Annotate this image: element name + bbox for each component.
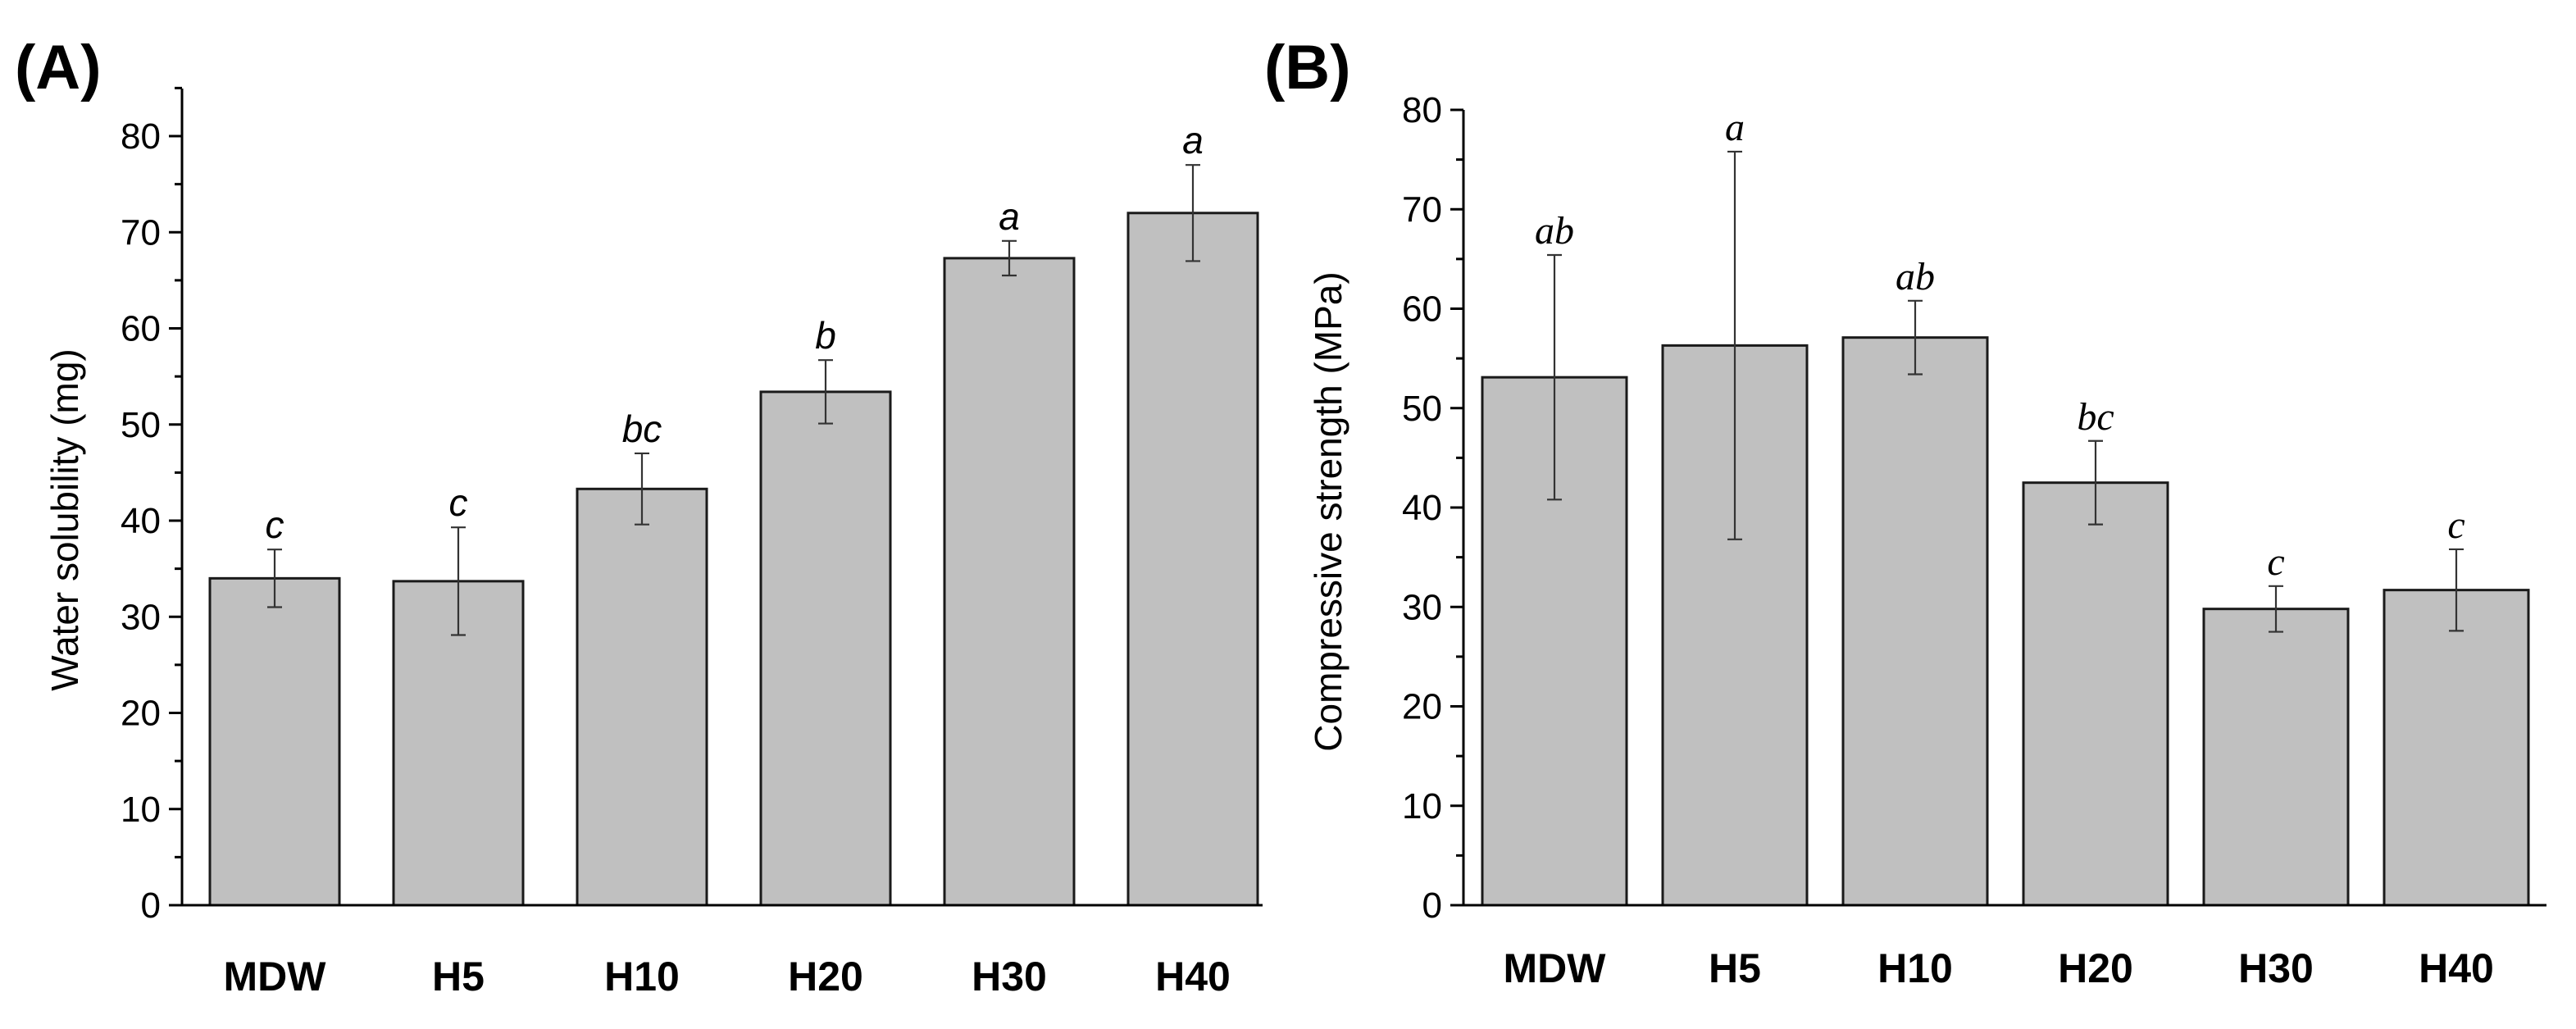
y-axis-ticks-a: 0 10 20 30 40 50 60 70 80 xyxy=(121,86,182,926)
significance-label-b-h40: c xyxy=(2447,503,2464,547)
bar-b-h30 xyxy=(2202,608,2350,907)
significance-label-a-h30: a xyxy=(999,195,1020,238)
bar-b-h10 xyxy=(1841,336,1989,907)
x-tick-label-a-h10: H10 xyxy=(604,954,680,999)
y-tick-label-b-0: 0 xyxy=(1422,886,1442,926)
x-tick-label-b-h20: H20 xyxy=(2058,945,2133,991)
y-axis-title-b: Compressive strength (MPa) xyxy=(1307,271,1349,751)
y-tick-label-a-70: 70 xyxy=(121,212,161,253)
y-tick-label-a-0: 0 xyxy=(141,886,161,926)
x-axis-labels-a: MDW H5 H10 H20 H30 H40 xyxy=(224,954,1231,999)
y-tick-label-a-20: 20 xyxy=(121,694,161,734)
significance-label-a-h10: bc xyxy=(622,408,662,450)
significance-label-a-h20: b xyxy=(815,314,836,357)
chart-panel-b: (B) Compressive strength (MPa) 0 10 20 30 40… xyxy=(1264,33,2546,991)
y-tick-label-b-40: 40 xyxy=(1402,488,1442,528)
x-tick-label-a-h30: H30 xyxy=(972,954,1047,999)
y-tick-label-b-70: 70 xyxy=(1402,189,1442,230)
x-tick-label-b-h30: H30 xyxy=(2238,945,2314,991)
significance-label-b-h30: c xyxy=(2267,540,2284,584)
bar-b-h20 xyxy=(2022,481,2169,907)
error-bars-a xyxy=(267,164,1200,636)
bar-a-h30 xyxy=(943,257,1076,907)
y-tick-label-a-50: 50 xyxy=(121,405,161,445)
x-axis-labels-b: MDW H5 H10 H20 H30 H40 xyxy=(1504,945,2494,991)
significance-label-a-mdw: c xyxy=(266,503,284,546)
panel-a-label: (A) xyxy=(15,33,102,102)
y-axis-title-a: Water solubility (mg) xyxy=(43,348,86,690)
significance-labels-a: c c bc b a a xyxy=(266,119,1204,546)
bar-a-mdw xyxy=(208,576,341,907)
bar-a-h40 xyxy=(1126,212,1259,907)
significance-label-b-h10: ab xyxy=(1896,255,1935,298)
y-tick-label-b-50: 50 xyxy=(1402,389,1442,429)
significance-label-b-h20: bc xyxy=(2077,395,2114,439)
bar-a-h20 xyxy=(759,390,892,907)
error-bars-b xyxy=(1547,150,2464,633)
panel-b-label: (B) xyxy=(1264,33,1351,102)
x-tick-label-a-mdw: MDW xyxy=(224,954,327,999)
significance-label-a-h5: c xyxy=(449,481,468,524)
significance-label-a-h40: a xyxy=(1182,119,1204,162)
y-tick-label-a-30: 30 xyxy=(121,597,161,637)
y-tick-label-a-10: 10 xyxy=(121,790,161,830)
y-tick-label-b-80: 80 xyxy=(1402,90,1442,130)
x-tick-label-a-h20: H20 xyxy=(788,954,863,999)
y-tick-label-a-40: 40 xyxy=(121,501,161,541)
significance-labels-b: ab a ab bc c c xyxy=(1535,106,2465,584)
x-tick-label-a-h5: H5 xyxy=(432,954,485,999)
y-tick-label-a-60: 60 xyxy=(121,309,161,349)
y-tick-label-b-10: 10 xyxy=(1402,786,1442,826)
bars-a xyxy=(208,212,1259,907)
y-tick-label-b-30: 30 xyxy=(1402,587,1442,627)
x-tick-label-b-h10: H10 xyxy=(1877,945,1953,991)
chart-panel-a: (A) Water solubility (mg) 0 10 20 30 40 50 60 7… xyxy=(15,33,1263,999)
y-tick-label-a-80: 80 xyxy=(121,116,161,157)
x-tick-label-b-h5: H5 xyxy=(1709,945,1761,991)
y-tick-label-b-20: 20 xyxy=(1402,687,1442,727)
x-tick-label-b-mdw: MDW xyxy=(1504,945,1607,991)
significance-label-b-mdw: ab xyxy=(1535,209,1574,253)
bar-b-h40 xyxy=(2383,589,2530,907)
x-tick-label-a-h40: H40 xyxy=(1155,954,1231,999)
y-axis-ticks-b: 0 10 20 30 40 50 60 70 80 xyxy=(1402,90,1463,926)
x-tick-label-b-h40: H40 xyxy=(2419,945,2494,991)
y-tick-label-b-60: 60 xyxy=(1402,289,1442,330)
bars-b xyxy=(1481,336,2530,907)
bar-a-h10 xyxy=(576,487,708,907)
significance-label-b-h5: a xyxy=(1725,106,1745,149)
